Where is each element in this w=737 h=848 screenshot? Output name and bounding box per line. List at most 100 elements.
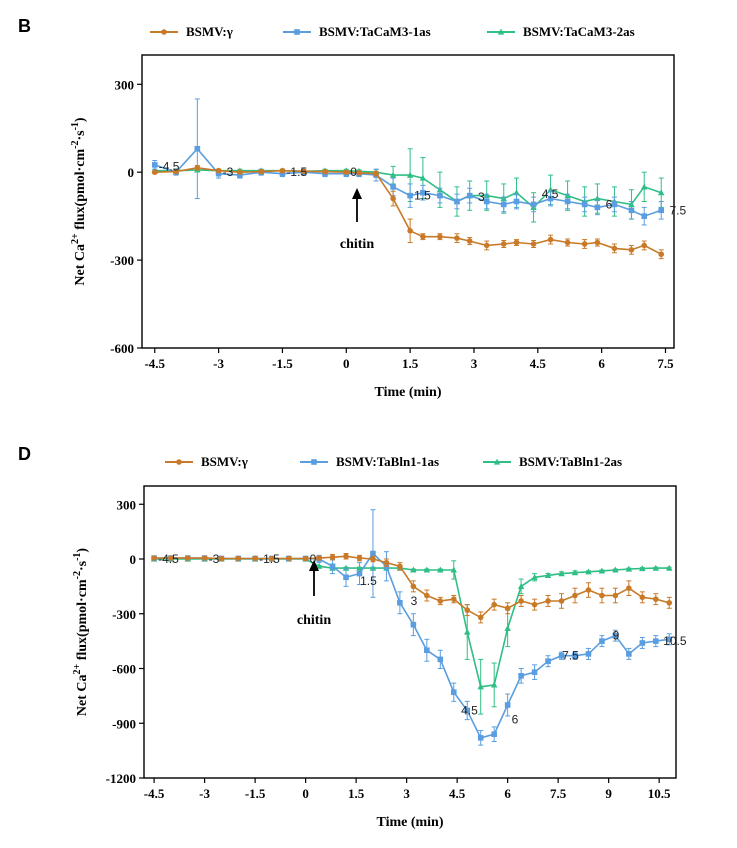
data-point: [383, 559, 390, 566]
y-tick-label: -600: [110, 341, 134, 356]
data-point: [628, 247, 635, 253]
data-point: [585, 587, 592, 593]
legend-swatch-marker: [161, 29, 167, 35]
data-point: [410, 583, 417, 590]
legend-swatch-marker: [294, 29, 300, 35]
data-point: [564, 239, 571, 246]
data-point: [322, 168, 328, 175]
series-orange: [151, 553, 673, 624]
panel-letter: B: [18, 16, 31, 36]
point-label: -3: [209, 552, 220, 566]
data-point: [315, 562, 323, 569]
data-point: [201, 555, 208, 561]
data-point: [652, 638, 659, 644]
data-point: [641, 213, 648, 219]
legend-entry: BSMV:γ: [165, 454, 248, 469]
data-point: [513, 198, 520, 205]
data-point: [652, 596, 659, 602]
data-point: [611, 245, 618, 252]
data-point: [370, 550, 376, 557]
data-point: [572, 592, 578, 599]
data-point: [666, 564, 673, 571]
legend-entry: BSMV:TaBln1-2as: [483, 454, 622, 469]
data-point: [215, 170, 222, 177]
data-point: [258, 168, 264, 175]
data-point: [343, 574, 349, 581]
x-tick-label: 4.5: [449, 786, 466, 801]
data-point: [581, 241, 588, 247]
data-point: [397, 563, 403, 570]
data-point: [611, 201, 618, 208]
series-line: [154, 169, 662, 209]
data-point: [343, 553, 349, 560]
x-tick-label: 6: [504, 786, 511, 801]
data-point: [390, 195, 396, 202]
data-point: [594, 204, 601, 211]
data-point: [666, 600, 673, 606]
x-tick-label: 4.5: [530, 356, 547, 371]
data-point: [329, 554, 336, 560]
y-tick-label: 300: [117, 497, 137, 512]
legend-entry: BSMV:TaCaM3-2as: [487, 24, 635, 39]
x-tick-label: 7.5: [657, 356, 674, 371]
data-point: [531, 573, 538, 580]
data-point: [504, 624, 511, 631]
data-point: [571, 569, 579, 576]
x-tick-label: 0: [302, 786, 309, 801]
y-tick-label: -300: [110, 253, 134, 268]
data-point: [531, 601, 538, 608]
data-point: [302, 555, 309, 562]
data-point: [194, 145, 201, 152]
data-point: [477, 614, 484, 621]
data-point: [599, 592, 605, 599]
x-axis-title: Time (min): [374, 385, 441, 400]
data-point: [184, 555, 191, 561]
data-point: [419, 174, 427, 181]
data-point: [547, 195, 554, 202]
data-point: [585, 568, 592, 575]
x-tick-label: 7.5: [550, 786, 567, 801]
data-point: [558, 570, 565, 577]
data-point: [517, 582, 525, 589]
data-point: [420, 189, 426, 196]
data-point: [518, 598, 524, 604]
data-point: [625, 565, 633, 572]
data-point: [407, 228, 413, 234]
panel-letter: D: [18, 444, 31, 464]
data-point: [450, 566, 457, 573]
plot-frame: [141, 54, 675, 349]
point-label: 7.5: [562, 649, 579, 663]
point-label: -4.5: [158, 552, 179, 566]
data-point: [450, 596, 457, 602]
legend: BSMV:γ BSMV:TaCaM3-1as BSMV:TaCaM3-2as: [150, 24, 635, 39]
plot-frame: [143, 485, 677, 779]
data-point: [279, 167, 286, 174]
legend-label: BSMV:TaCaM3-2as: [523, 24, 635, 39]
data-point: [168, 555, 174, 561]
data-point: [585, 651, 592, 657]
data-point: [500, 241, 507, 247]
legend-label: BSMV:γ: [186, 24, 233, 39]
data-point: [477, 683, 484, 690]
y-tick-label: 0: [130, 552, 137, 567]
y-axis-title: Net Ca2+ flux(pmol·cm-2·s-1): [70, 117, 88, 286]
data-point: [450, 689, 457, 696]
data-point: [410, 621, 417, 628]
data-point: [151, 555, 157, 561]
data-point: [626, 585, 632, 591]
data-point: [151, 162, 158, 168]
data-point: [237, 172, 243, 178]
data-point: [504, 702, 511, 708]
data-point: [581, 201, 588, 208]
x-tick-label: -1.5: [245, 786, 266, 801]
chitin-annotation: chitin: [297, 560, 331, 628]
data-point: [491, 731, 497, 737]
series-layer: [150, 509, 673, 746]
data-point: [466, 192, 473, 199]
legend-swatch-marker: [497, 28, 505, 35]
legend-entry: BSMV:TaCaM3-1as: [283, 24, 431, 39]
data-point: [500, 201, 507, 208]
data-point: [437, 598, 444, 604]
data-point: [215, 167, 222, 174]
